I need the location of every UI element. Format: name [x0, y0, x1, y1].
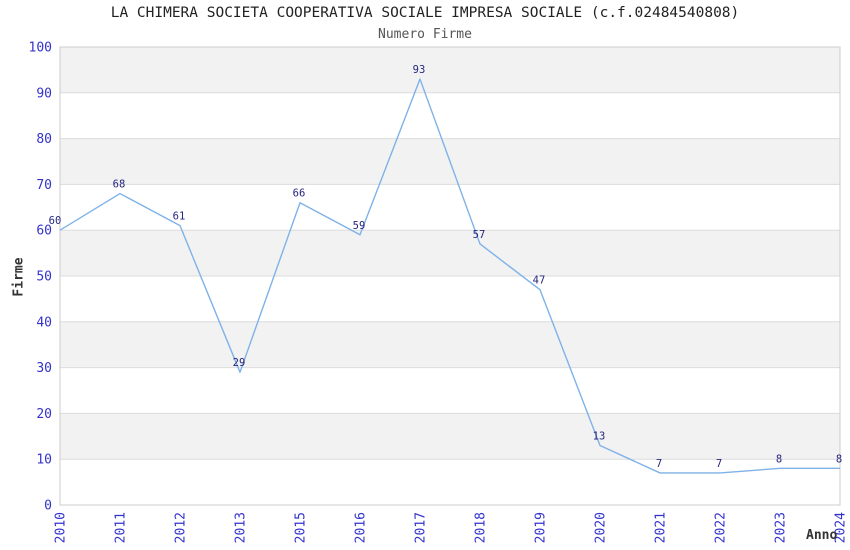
data-point-label: 7	[716, 458, 722, 470]
y-tick-label: 60	[36, 224, 52, 239]
y-tick-label: 10	[36, 453, 52, 468]
data-line	[59, 78, 840, 474]
data-point-label: 61	[173, 211, 186, 223]
plot-band	[60, 459, 840, 505]
x-tick-label: 2012	[174, 512, 189, 543]
x-tick-label: 2018	[474, 512, 489, 543]
x-tick-label: 2022	[714, 512, 729, 543]
x-axis-title: Anno	[806, 528, 838, 543]
x-tick-label: 2011	[114, 512, 129, 543]
plot-band	[60, 413, 840, 460]
y-tick-label: 70	[36, 178, 52, 193]
y-tick-label: 20	[36, 407, 52, 422]
y-tick-label: 50	[36, 270, 52, 285]
data-point-label: 8	[776, 453, 782, 465]
x-tick-label: 2013	[234, 512, 249, 543]
data-point-label: 8	[836, 453, 842, 465]
plot-band	[60, 47, 840, 93]
x-tick-label: 2019	[534, 512, 549, 543]
data-point-label: 66	[293, 188, 306, 200]
data-point-label: 13	[593, 430, 606, 442]
y-tick-label: 40	[36, 315, 52, 330]
x-tick-label: 2021	[654, 512, 669, 543]
x-tick-label: 2015	[294, 512, 309, 543]
x-tick-label: 2024	[834, 512, 849, 543]
plot-band	[60, 367, 840, 414]
x-tick-label: 2023	[774, 512, 789, 543]
plot-band	[60, 184, 840, 231]
data-point-label: 60	[49, 215, 62, 227]
x-tick-label: 2020	[594, 512, 609, 543]
plot-band	[60, 230, 840, 276]
plot-band	[60, 276, 840, 322]
x-tick-label: 2016	[354, 512, 369, 543]
plot-band	[60, 321, 840, 368]
data-point-label: 68	[113, 179, 126, 191]
data-point-label: 29	[233, 357, 246, 369]
y-tick-label: 80	[36, 132, 52, 147]
data-point-label: 7	[656, 458, 662, 470]
y-tick-label: 30	[36, 361, 52, 376]
data-point-label: 57	[473, 229, 486, 241]
plot-border	[59, 46, 841, 506]
data-point-label: 59	[353, 220, 366, 232]
plot-band	[60, 92, 840, 139]
chart-title: LA CHIMERA SOCIETA COOPERATIVA SOCIALE I…	[110, 5, 740, 21]
y-tick-label: 0	[44, 499, 52, 514]
y-tick-label: 100	[29, 41, 52, 56]
chart-subtitle: Numero Firme	[378, 27, 472, 42]
data-point-label: 93	[413, 64, 426, 76]
x-tick-label: 2017	[414, 512, 429, 543]
x-tick-label: 2010	[54, 512, 69, 543]
data-point-label: 47	[533, 275, 546, 287]
y-tick-label: 90	[36, 86, 52, 101]
